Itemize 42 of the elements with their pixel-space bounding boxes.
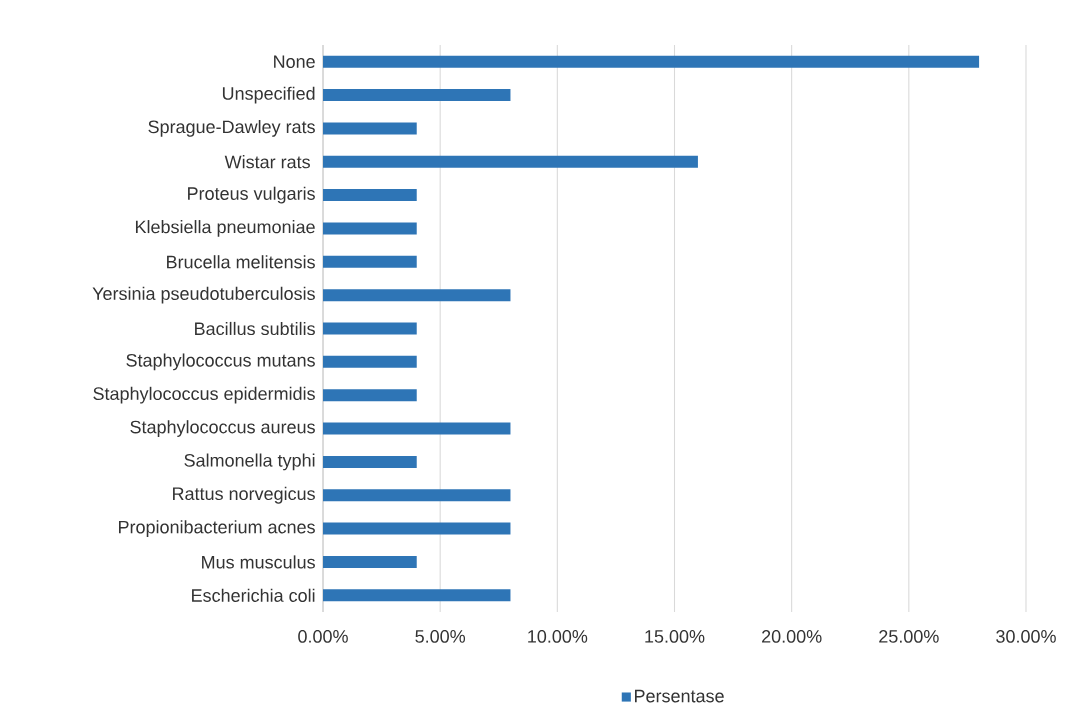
x-tick-label: 20.00%: [762, 630, 822, 643]
bar: [323, 289, 511, 302]
x-tick-label: 25.00%: [879, 630, 939, 643]
x-tick-label: 5.00%: [415, 630, 466, 643]
bar: [323, 422, 511, 435]
y-tick-label: Propionibacterium acnes: [119, 520, 315, 538]
x-tick-label: 0.00%: [298, 630, 348, 643]
bar: [323, 89, 511, 102]
y-tick-label: Escherichia coli: [192, 588, 315, 602]
y-tick-label: Bacillus subtilis: [195, 321, 315, 336]
bar: [323, 389, 417, 402]
bar: [323, 155, 698, 168]
bar: [323, 222, 417, 235]
bar: [323, 555, 417, 568]
bar: [323, 355, 417, 368]
y-tick-label: Unspecified: [222, 86, 315, 104]
y-tick-label: Sprague-Dawley rats: [148, 119, 315, 137]
bar: [323, 322, 417, 335]
bar: [323, 55, 980, 68]
bar: [323, 189, 417, 202]
y-tick-label: Proteus vulgaris: [188, 186, 315, 204]
bar: [323, 455, 417, 468]
y-tick-label: Wistar rats: [224, 155, 310, 169]
y-tick-label: Klebsiella pneumoniae: [135, 220, 315, 237]
bar: [323, 489, 511, 502]
x-tick-label: 30.00%: [996, 630, 1056, 643]
bar: [323, 122, 417, 135]
legend-label: Persentase: [635, 689, 724, 703]
y-tick-label: Mus musculus: [202, 555, 315, 569]
y-tick-label: Staphylococcus aureus: [130, 420, 315, 437]
bar: [323, 255, 417, 268]
x-tick-label: 10.00%: [528, 630, 588, 643]
y-tick-label: Staphylococcus mutans: [126, 353, 315, 371]
y-tick-label: Salmonella typhi: [184, 453, 315, 471]
y-tick-label: None: [274, 55, 315, 68]
y-tick-label: Yersinia pseudotuberculosis: [92, 286, 315, 304]
y-tick-label: Staphylococcus epidermidis: [93, 386, 315, 404]
y-tick-label: Rattus norvegicus: [173, 486, 315, 504]
bar: [323, 522, 511, 535]
bar: [323, 589, 511, 602]
y-tick-label: Brucella melitensis: [167, 255, 315, 269]
x-tick-label: 15.00%: [645, 630, 705, 643]
